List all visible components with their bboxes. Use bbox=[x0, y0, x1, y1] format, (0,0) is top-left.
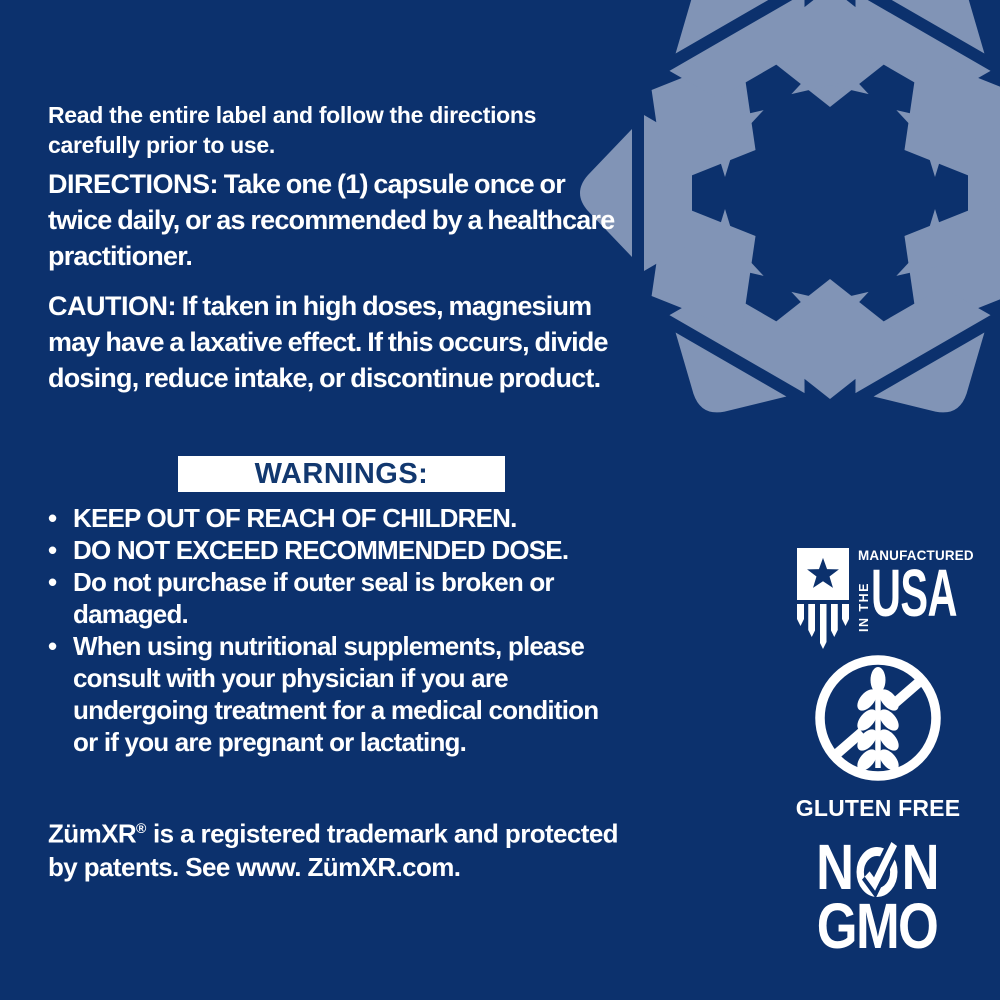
warnings-header: WARNINGS: bbox=[178, 456, 505, 492]
warning-text: When using nutritional supplements, plea… bbox=[73, 631, 599, 757]
crossed-wheat-icon bbox=[815, 655, 941, 781]
registered-mark: ® bbox=[136, 820, 147, 836]
stripes-ribbon bbox=[797, 604, 849, 649]
warning-item: • KEEP OUT OF REACH OF CHILDREN. bbox=[48, 502, 608, 534]
directions-label: DIRECTIONS: bbox=[48, 169, 219, 199]
bullet-icon: • bbox=[48, 567, 57, 597]
caution-paragraph: CAUTION: If taken in high doses, magnesi… bbox=[48, 288, 618, 396]
warnings-list: • KEEP OUT OF REACH OF CHILDREN. • DO NOT … bbox=[48, 502, 608, 758]
trademark-note: ZümXR® is a registered trademark and pro… bbox=[48, 812, 623, 884]
manufactured-label: MANUFACTURED bbox=[858, 547, 974, 563]
gluten-free-badge: GLUTEN FREE bbox=[793, 650, 963, 822]
bullet-icon: • bbox=[48, 503, 57, 533]
warnings-title: WARNINGS: bbox=[254, 457, 429, 490]
caution-label: CAUTION: bbox=[48, 291, 176, 321]
intro-text: Read the entire label and follow the dir… bbox=[48, 102, 537, 158]
warning-item: • Do not purchase if outer seal is broken… bbox=[48, 566, 608, 630]
warning-text: DO NOT EXCEED RECOMMENDED DOSE. bbox=[73, 535, 569, 565]
bullet-icon: • bbox=[48, 631, 57, 661]
non-letter-n: N bbox=[901, 831, 940, 903]
trademark-brand: ZümXR bbox=[48, 818, 137, 849]
star-icon bbox=[797, 548, 849, 600]
caution-text: If taken in high doses, magnesium may ha… bbox=[48, 291, 609, 393]
non-gmo-badge: N N GMO bbox=[788, 831, 966, 962]
in-the-label: IN THE bbox=[857, 582, 871, 632]
usa-label: USA bbox=[871, 556, 957, 631]
warning-text: KEEP OUT OF REACH OF CHILDREN. bbox=[73, 503, 517, 533]
usa-flag-ribbon-icon bbox=[797, 548, 849, 649]
usa-badge-text: MANUFACTURED IN THE USA bbox=[857, 547, 974, 632]
gluten-free-label: GLUTEN FREE bbox=[795, 795, 961, 821]
gmo-label: GMO bbox=[816, 890, 939, 962]
directions-text: Take one (1) capsule once or twice daily… bbox=[48, 169, 615, 271]
manufactured-in-usa-badge: MANUFACTURED IN THE USA bbox=[797, 543, 974, 651]
warning-item: • When using nutritional supplements, ple… bbox=[48, 630, 608, 758]
circle-checkmark-icon bbox=[856, 839, 900, 898]
non-gmo-line1: N N bbox=[804, 831, 950, 903]
warning-item: • DO NOT EXCEED RECOMMENDED DOSE. bbox=[48, 534, 608, 566]
bullet-icon: • bbox=[48, 535, 57, 565]
non-letter-n: N bbox=[816, 831, 854, 903]
directions-paragraph: DIRECTIONS: Take one (1) capsule once or… bbox=[48, 166, 618, 274]
trademark-text: is a registered trademark and protected … bbox=[48, 818, 619, 882]
warning-text: Do not purchase if outer seal is broken … bbox=[73, 567, 555, 629]
non-gmo-line2: GMO bbox=[804, 890, 950, 962]
snowflake-pattern-graphic bbox=[580, 0, 1000, 413]
